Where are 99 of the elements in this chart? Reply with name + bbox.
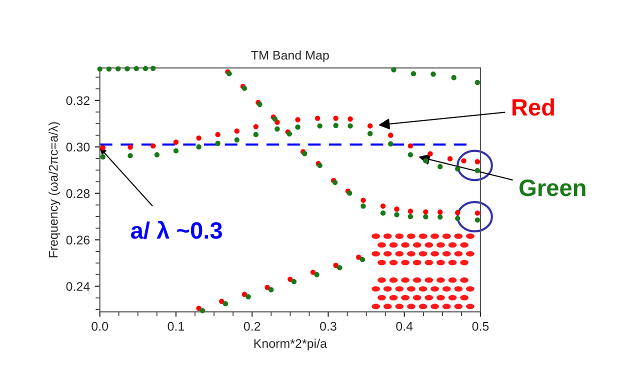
point: [455, 210, 460, 216]
point: [215, 132, 220, 138]
point: [219, 298, 224, 304]
point: [253, 124, 258, 130]
x-tick-label: 0.5: [472, 322, 489, 331]
point: [134, 66, 139, 72]
point: [451, 75, 456, 80]
text: Red: [512, 98, 554, 116]
point: [234, 128, 240, 134]
point: [455, 166, 460, 172]
point: [348, 116, 353, 122]
point: [423, 214, 428, 220]
point: [106, 66, 112, 72]
point: [474, 217, 480, 223]
x-tick-label: 0.4: [396, 322, 413, 331]
point: [124, 66, 130, 72]
y-tick-label: 0.26: [66, 236, 90, 244]
point: [360, 256, 366, 262]
point: [348, 123, 353, 129]
point: [394, 212, 400, 218]
point: [455, 216, 460, 222]
point: [154, 152, 160, 158]
point: [295, 117, 300, 122]
point: [128, 144, 133, 150]
point: [97, 66, 102, 72]
point: [196, 144, 202, 150]
point: [100, 154, 106, 160]
point: [317, 123, 322, 129]
point: [268, 287, 274, 292]
y-tick-label: 0.28: [66, 189, 90, 198]
point: [196, 135, 202, 141]
y-tick-label: 0.24: [66, 282, 90, 291]
point: [388, 132, 394, 138]
point: [100, 145, 106, 150]
chart-title: TM Band Map: [251, 50, 329, 62]
x-tick-label: 0.1: [168, 322, 184, 331]
point: [461, 158, 466, 164]
point: [253, 132, 258, 138]
point: [128, 153, 133, 158]
point: [337, 265, 342, 270]
point: [173, 140, 179, 145]
point: [274, 126, 280, 132]
point: [410, 71, 416, 76]
point: [367, 123, 373, 129]
point: [200, 308, 206, 314]
y-tick-label: 0.30: [66, 142, 90, 152]
point: [438, 164, 443, 170]
point: [408, 152, 414, 158]
point: [173, 148, 179, 154]
point: [474, 80, 480, 86]
point: [314, 272, 320, 278]
point: [360, 198, 366, 203]
point: [388, 141, 394, 146]
point: [142, 66, 148, 72]
point: [288, 276, 293, 282]
point: [150, 143, 156, 149]
annotation: a/ λ ~0.3: [130, 220, 222, 240]
point: [380, 204, 386, 209]
point: [447, 156, 453, 162]
point: [391, 67, 396, 72]
point: [222, 301, 228, 306]
point: [310, 270, 316, 275]
point: [428, 151, 433, 156]
point: [394, 206, 400, 212]
point: [196, 306, 202, 311]
point: [408, 143, 414, 149]
point: [295, 124, 300, 130]
point: [474, 168, 480, 174]
y-axis-title: Frequency (ωa/2πc=a/λ): [48, 122, 60, 258]
point: [333, 262, 338, 268]
point: [423, 209, 428, 215]
point: [367, 131, 373, 136]
point: [438, 210, 443, 215]
point: [314, 116, 320, 121]
point: [291, 279, 297, 284]
series-label: Green: [520, 179, 586, 196]
x-axis-title: Knorm*2*pi/a: [254, 338, 327, 350]
x-tick-label: 0.0: [92, 322, 108, 331]
point: [474, 159, 480, 164]
point: [234, 137, 240, 143]
point: [408, 208, 414, 214]
x-tick-label: 0.3: [320, 322, 336, 331]
point: [150, 66, 156, 71]
point: [408, 214, 414, 220]
point: [264, 284, 270, 290]
point: [474, 210, 480, 216]
point: [438, 214, 443, 220]
y-tick-label: 0.32: [66, 96, 90, 106]
point: [333, 116, 338, 121]
point: [116, 66, 121, 72]
point: [356, 254, 362, 260]
point: [360, 204, 366, 209]
point: [215, 140, 220, 146]
point: [380, 210, 386, 216]
point: [430, 72, 436, 77]
x-tick-label: 0.2: [244, 322, 260, 331]
point: [246, 294, 251, 300]
point: [333, 122, 338, 128]
point: [242, 292, 248, 298]
